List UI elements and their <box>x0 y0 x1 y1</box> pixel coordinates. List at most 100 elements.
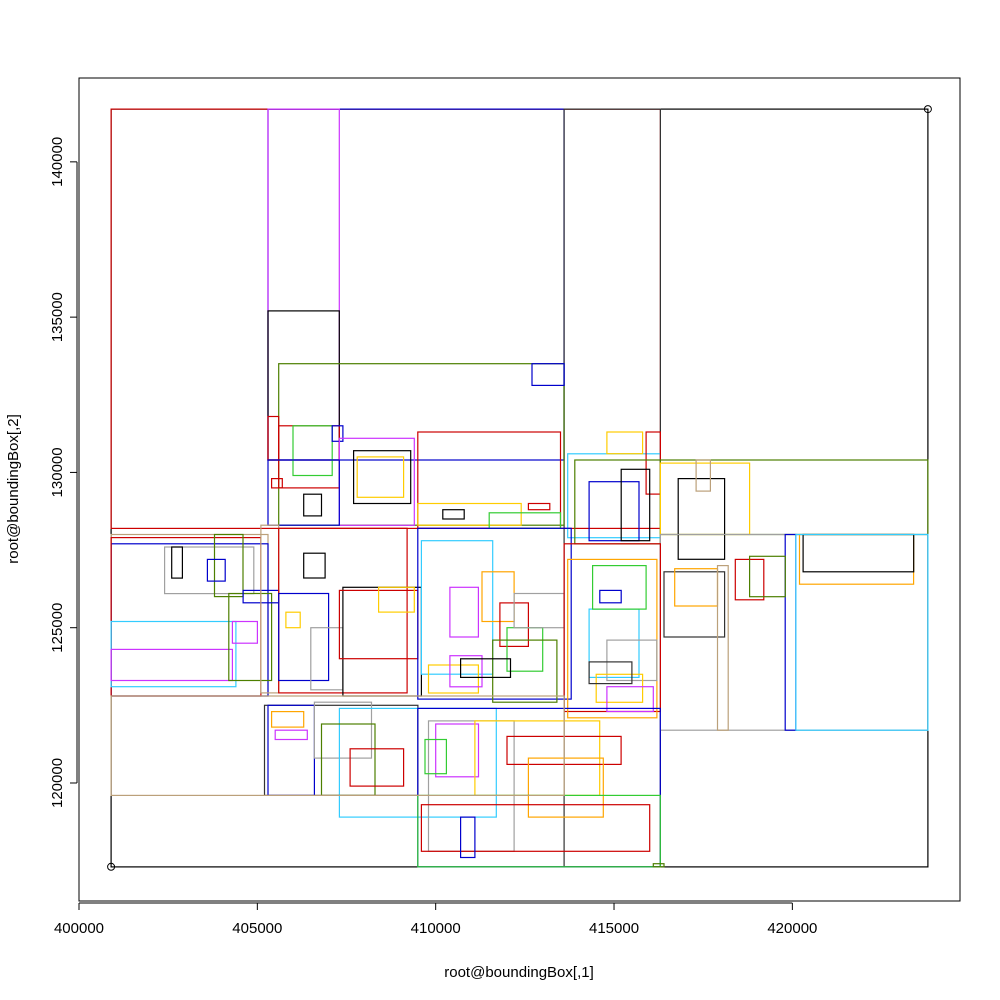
bbox-rect-92 <box>427 720 515 852</box>
bbox-rect-0 <box>110 108 929 868</box>
bbox-rect-71 <box>492 639 558 703</box>
bbox-rect-7 <box>531 363 565 387</box>
bbox-rect-79 <box>599 589 622 604</box>
bbox-rect-96 <box>527 757 604 818</box>
corner-point-0 <box>107 862 116 871</box>
bbox-rect-39 <box>674 568 719 607</box>
bbox-rect-8 <box>267 415 280 461</box>
bbox-rect-26 <box>574 459 661 545</box>
bbox-rect-37 <box>795 533 929 731</box>
bbox-rect-29 <box>659 459 929 536</box>
bbox-rect-73 <box>449 655 483 688</box>
bbox-rect-97 <box>417 794 661 868</box>
bbox-rect-76 <box>567 558 658 719</box>
bbox-rect-1 <box>110 108 661 529</box>
bbox-rect-67 <box>481 571 515 623</box>
bbox-rect-98 <box>420 804 651 852</box>
bbox-rect-69 <box>506 627 544 672</box>
bbox-rect-44 <box>110 543 269 697</box>
bbox-rect-19 <box>442 509 465 520</box>
bbox-rect-42 <box>748 555 786 598</box>
x-axis-title: root@boundingBox[,1] <box>444 964 594 981</box>
bbox-rect-91 <box>417 707 661 868</box>
bbox-rect-86 <box>271 710 305 728</box>
bbox-rect-30 <box>659 462 751 536</box>
bbox-rect-102 <box>424 738 447 775</box>
bbox-rect-93 <box>435 723 480 778</box>
bbox-rect-52 <box>231 620 258 644</box>
bbox-rect-64 <box>417 527 572 700</box>
bbox-rect-36 <box>784 533 797 731</box>
bbox-rect-88 <box>313 701 373 759</box>
bbox-rect-66 <box>449 586 479 638</box>
y-tick-label-3: 135000 <box>49 292 66 342</box>
bbox-rect-34 <box>798 533 915 585</box>
y-tick-label-2: 130000 <box>49 447 66 497</box>
bbox-rect-99 <box>460 816 476 859</box>
bbox-rect-74 <box>460 658 512 678</box>
bbox-rect-31 <box>677 478 726 560</box>
bbox-rect-13 <box>353 450 412 505</box>
bbox-rect-46 <box>110 620 237 688</box>
bbox-rect-87 <box>274 729 308 741</box>
bbox-rect-21 <box>417 502 522 526</box>
bbox-rect-82 <box>606 686 654 713</box>
bbox-rect-100 <box>110 695 565 797</box>
bbox-rect-47 <box>110 648 234 682</box>
bbox-rect-49 <box>171 546 183 579</box>
bbox-rect-9 <box>278 425 340 489</box>
bbox-rect-78 <box>591 564 647 610</box>
bbox-rect-58 <box>285 611 301 629</box>
bbox-rect-101 <box>349 748 405 787</box>
bbox-rect-65 <box>420 540 494 675</box>
bbox-rect-85 <box>267 704 316 796</box>
bbox-rect-2 <box>267 108 565 461</box>
bbox-rect-83 <box>588 661 633 685</box>
bbox-rect-103 <box>652 863 665 868</box>
y-axis: 120000 125000 130000 135000 140000 <box>49 137 78 808</box>
bbox-rect-43 <box>110 533 269 697</box>
bbox-rect-25 <box>645 431 661 495</box>
bbox-rect-63 <box>378 586 415 613</box>
bbox-rect-51 <box>228 592 273 682</box>
bbox-rect-14 <box>356 456 405 498</box>
bbox-rect-24 <box>606 431 644 455</box>
bounding-box-rectangles <box>110 108 929 868</box>
bbox-rect-81 <box>595 673 644 703</box>
bbox-rect-57 <box>278 592 330 682</box>
bbox-rect-11 <box>331 425 344 442</box>
x-tick-label-2: 410000 <box>411 920 461 937</box>
bbox-rect-61 <box>342 586 422 697</box>
bbox-rect-10 <box>292 425 333 477</box>
bbox-rect-40 <box>716 564 729 731</box>
bbox-rect-38 <box>663 571 726 638</box>
bbox-rect-72 <box>427 664 480 694</box>
x-tick-label-4: 420000 <box>767 920 817 937</box>
bbox-rect-33 <box>659 533 929 731</box>
bbox-rect-59 <box>303 552 326 579</box>
corner-point-1 <box>923 105 932 114</box>
bbox-rect-84 <box>263 704 419 796</box>
x-tick-label-3: 415000 <box>589 920 639 937</box>
bbox-rect-15 <box>267 459 340 526</box>
bbox-rect-27 <box>588 481 640 542</box>
y-tick-label-0: 120000 <box>49 758 66 808</box>
y-axis-title: root@boundingBox[,2] <box>5 414 22 564</box>
bbox-rect-35 <box>802 533 915 573</box>
bbox-rect-20 <box>527 502 551 511</box>
plot-frame <box>78 77 961 902</box>
bbox-rect-53 <box>206 558 226 582</box>
bbox-rect-45 <box>110 536 262 697</box>
x-tick-label-0: 400000 <box>54 920 104 937</box>
bbox-rect-90 <box>320 723 376 797</box>
bbox-rect-48 <box>164 546 255 595</box>
y-tick-label-1: 125000 <box>49 603 66 653</box>
x-axis: 400000 405000 410000 415000 420000 <box>54 902 817 937</box>
bbox-rect-17 <box>303 493 323 517</box>
bbox-rect-70 <box>513 592 565 629</box>
bbox-rect-32 <box>695 459 711 492</box>
bbox-rect-16 <box>271 478 283 489</box>
bbox-rect-28 <box>620 468 651 542</box>
y-tick-label-4: 140000 <box>49 137 66 187</box>
